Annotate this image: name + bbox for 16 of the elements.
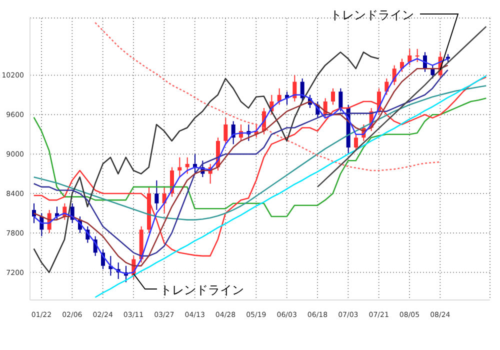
line-series — [33, 52, 380, 274]
candlestick — [331, 88, 335, 106]
candlestick — [338, 88, 343, 112]
line-series — [316, 26, 487, 188]
candlestick — [415, 48, 420, 63]
candlestick — [354, 134, 358, 152]
annotation: トレンドライン — [160, 283, 244, 297]
candlestick — [185, 156, 190, 174]
line-series — [94, 75, 487, 298]
annotation: トレンドライン — [330, 8, 414, 22]
candlestick — [224, 117, 228, 145]
line-series — [94, 22, 441, 172]
candlestick — [154, 180, 159, 210]
candlestick — [408, 48, 412, 66]
candlestick — [178, 156, 182, 178]
candlestick — [292, 74, 297, 102]
